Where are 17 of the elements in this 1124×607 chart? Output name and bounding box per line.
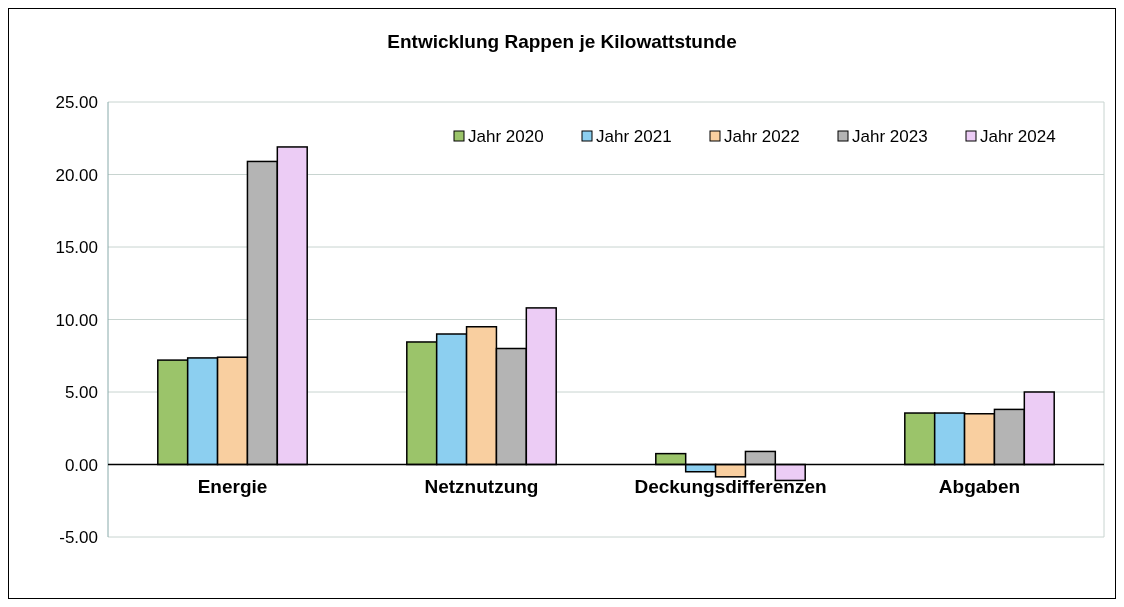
y-tick-label: 20.00 <box>55 165 98 185</box>
legend-label: Jahr 2021 <box>596 127 672 146</box>
y-tick-label: -5.00 <box>59 528 98 547</box>
x-tick-label: Deckungsdifferenzen <box>634 475 827 497</box>
x-tick-label: Abgaben <box>938 475 1021 497</box>
x-tick-label: Netznutzung <box>424 475 539 497</box>
x-tick-label: Energie <box>197 475 268 497</box>
legend-label: Jahr 2022 <box>724 127 800 146</box>
y-tick-label: 15.00 <box>55 238 98 257</box>
legend-label: Jahr 2020 <box>468 127 544 146</box>
y-tick-label: 0.00 <box>64 455 98 475</box>
y-tick-label: 25.00 <box>55 93 98 112</box>
chart-title: Entwicklung Rappen je Kilowattstunde <box>387 31 737 52</box>
legend-label: Jahr 2023 <box>852 127 928 146</box>
y-tick-label: 10.00 <box>55 310 98 330</box>
y-tick-label: 5.00 <box>64 383 98 402</box>
legend-label: Jahr 2024 <box>980 127 1056 146</box>
